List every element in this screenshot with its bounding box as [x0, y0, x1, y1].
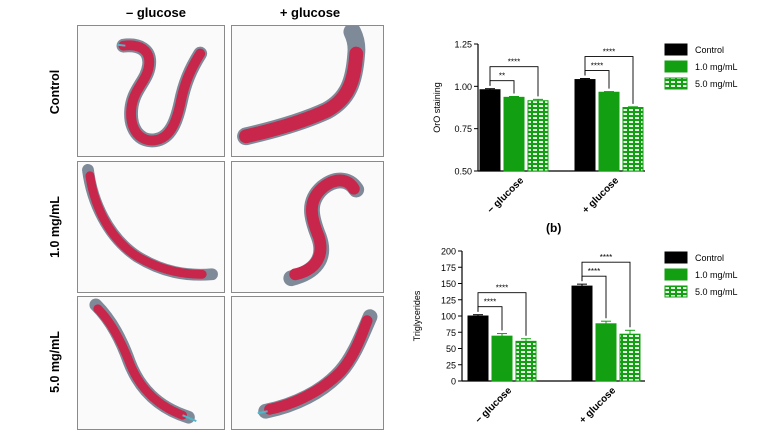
bar-control [467, 315, 489, 382]
legend-label: 5.0 mg/mL [695, 79, 738, 89]
legend-swatch [664, 251, 688, 264]
micrograph-control-plus-glucose [231, 25, 384, 157]
x-category-label: − glucose [474, 385, 515, 426]
x-category-label: + glucose [581, 175, 622, 216]
significance-label: **** [588, 267, 600, 276]
y-tick-label: 1.25 [454, 40, 472, 50]
significance-label: **** [508, 58, 520, 67]
bar-5-0-mg-ml [622, 107, 644, 172]
significance-label: **** [591, 62, 603, 71]
column-header-minus-glucose: – glucose [126, 5, 186, 20]
legend-swatch [664, 43, 688, 56]
significance-bracket [489, 66, 539, 97]
micrograph-control-minus-glucose [77, 25, 225, 157]
panel-label-b: (b) [546, 221, 562, 235]
legend-swatch [664, 268, 688, 281]
y-tick-label: 50 [446, 344, 456, 354]
y-tick-label: 175 [441, 263, 456, 273]
legend-label: 5.0 mg/mL [695, 287, 738, 297]
worm-image [283, 172, 365, 287]
significance-bracket [584, 56, 634, 104]
legend-label: 1.0 mg/mL [695, 270, 738, 280]
significance-label: **** [496, 284, 508, 293]
legend-swatch [664, 285, 688, 298]
oro-staining-chart: 0.50 0.75 1.00 1.25 OrO staining − glucose + g… [432, 40, 738, 216]
worm-image [89, 298, 197, 424]
bar-control [479, 89, 501, 172]
y-tick-label: 1.00 [454, 82, 472, 92]
x-category-label: + glucose [578, 385, 619, 426]
significance-label: **** [603, 48, 615, 57]
worm-image [82, 163, 218, 281]
bar-1-0-mg-ml [491, 335, 513, 382]
micrograph-1mg-minus-glucose [77, 161, 225, 293]
micrograph-1mg-plus-glucose [231, 161, 384, 293]
significance-label: ** [499, 72, 505, 81]
legend-label: Control [695, 253, 724, 263]
y-tick-label: 150 [441, 279, 456, 289]
y-tick-label: 0.50 [454, 167, 472, 177]
row-label-control: Control [48, 69, 62, 115]
triglycerides-chart: 0 25 50 75 100 125 150 175 200 Triglycerides − glu… [412, 247, 738, 426]
bar-5-0-mg-ml [619, 333, 641, 382]
y-tick-label: 0 [451, 377, 456, 387]
bar-5-0-mg-ml [527, 100, 549, 172]
micrograph-5mg-plus-glucose [231, 296, 384, 430]
significance-bracket [477, 292, 527, 336]
y-tick-label: 100 [441, 312, 456, 322]
worm-image [257, 309, 378, 419]
bar-control [571, 285, 593, 382]
bar-5-0-mg-ml [515, 340, 537, 382]
worm-image [237, 26, 366, 146]
y-axis-label: Triglycerides [412, 290, 422, 341]
bar-1-0-mg-ml [595, 323, 617, 382]
column-header-plus-glucose: + glucose [279, 5, 341, 20]
y-tick-label: 25 [446, 360, 456, 370]
y-tick-label: 125 [441, 295, 456, 305]
worm-image [116, 38, 208, 148]
bar-control [574, 79, 596, 172]
bar-1-0-mg-ml [598, 91, 620, 172]
legend-swatch [664, 60, 688, 73]
x-category-label: − glucose [486, 175, 527, 216]
row-label-5mg: 5.0 mg/mL [48, 331, 62, 393]
y-tick-label: 200 [441, 247, 456, 257]
significance-bracket [581, 261, 631, 328]
legend-label: Control [695, 45, 724, 55]
y-tick-label: 0.75 [454, 124, 472, 134]
significance-label: **** [600, 253, 612, 262]
row-label-1mg: 1.0 mg/mL [48, 196, 62, 258]
significance-label: **** [484, 298, 496, 307]
legend-label: 1.0 mg/mL [695, 62, 738, 72]
y-axis-label: OrO staining [432, 82, 442, 133]
y-tick-label: 75 [446, 328, 456, 338]
bar-1-0-mg-ml [503, 96, 525, 172]
legend-swatch [664, 77, 688, 90]
micrograph-5mg-minus-glucose [77, 296, 225, 430]
